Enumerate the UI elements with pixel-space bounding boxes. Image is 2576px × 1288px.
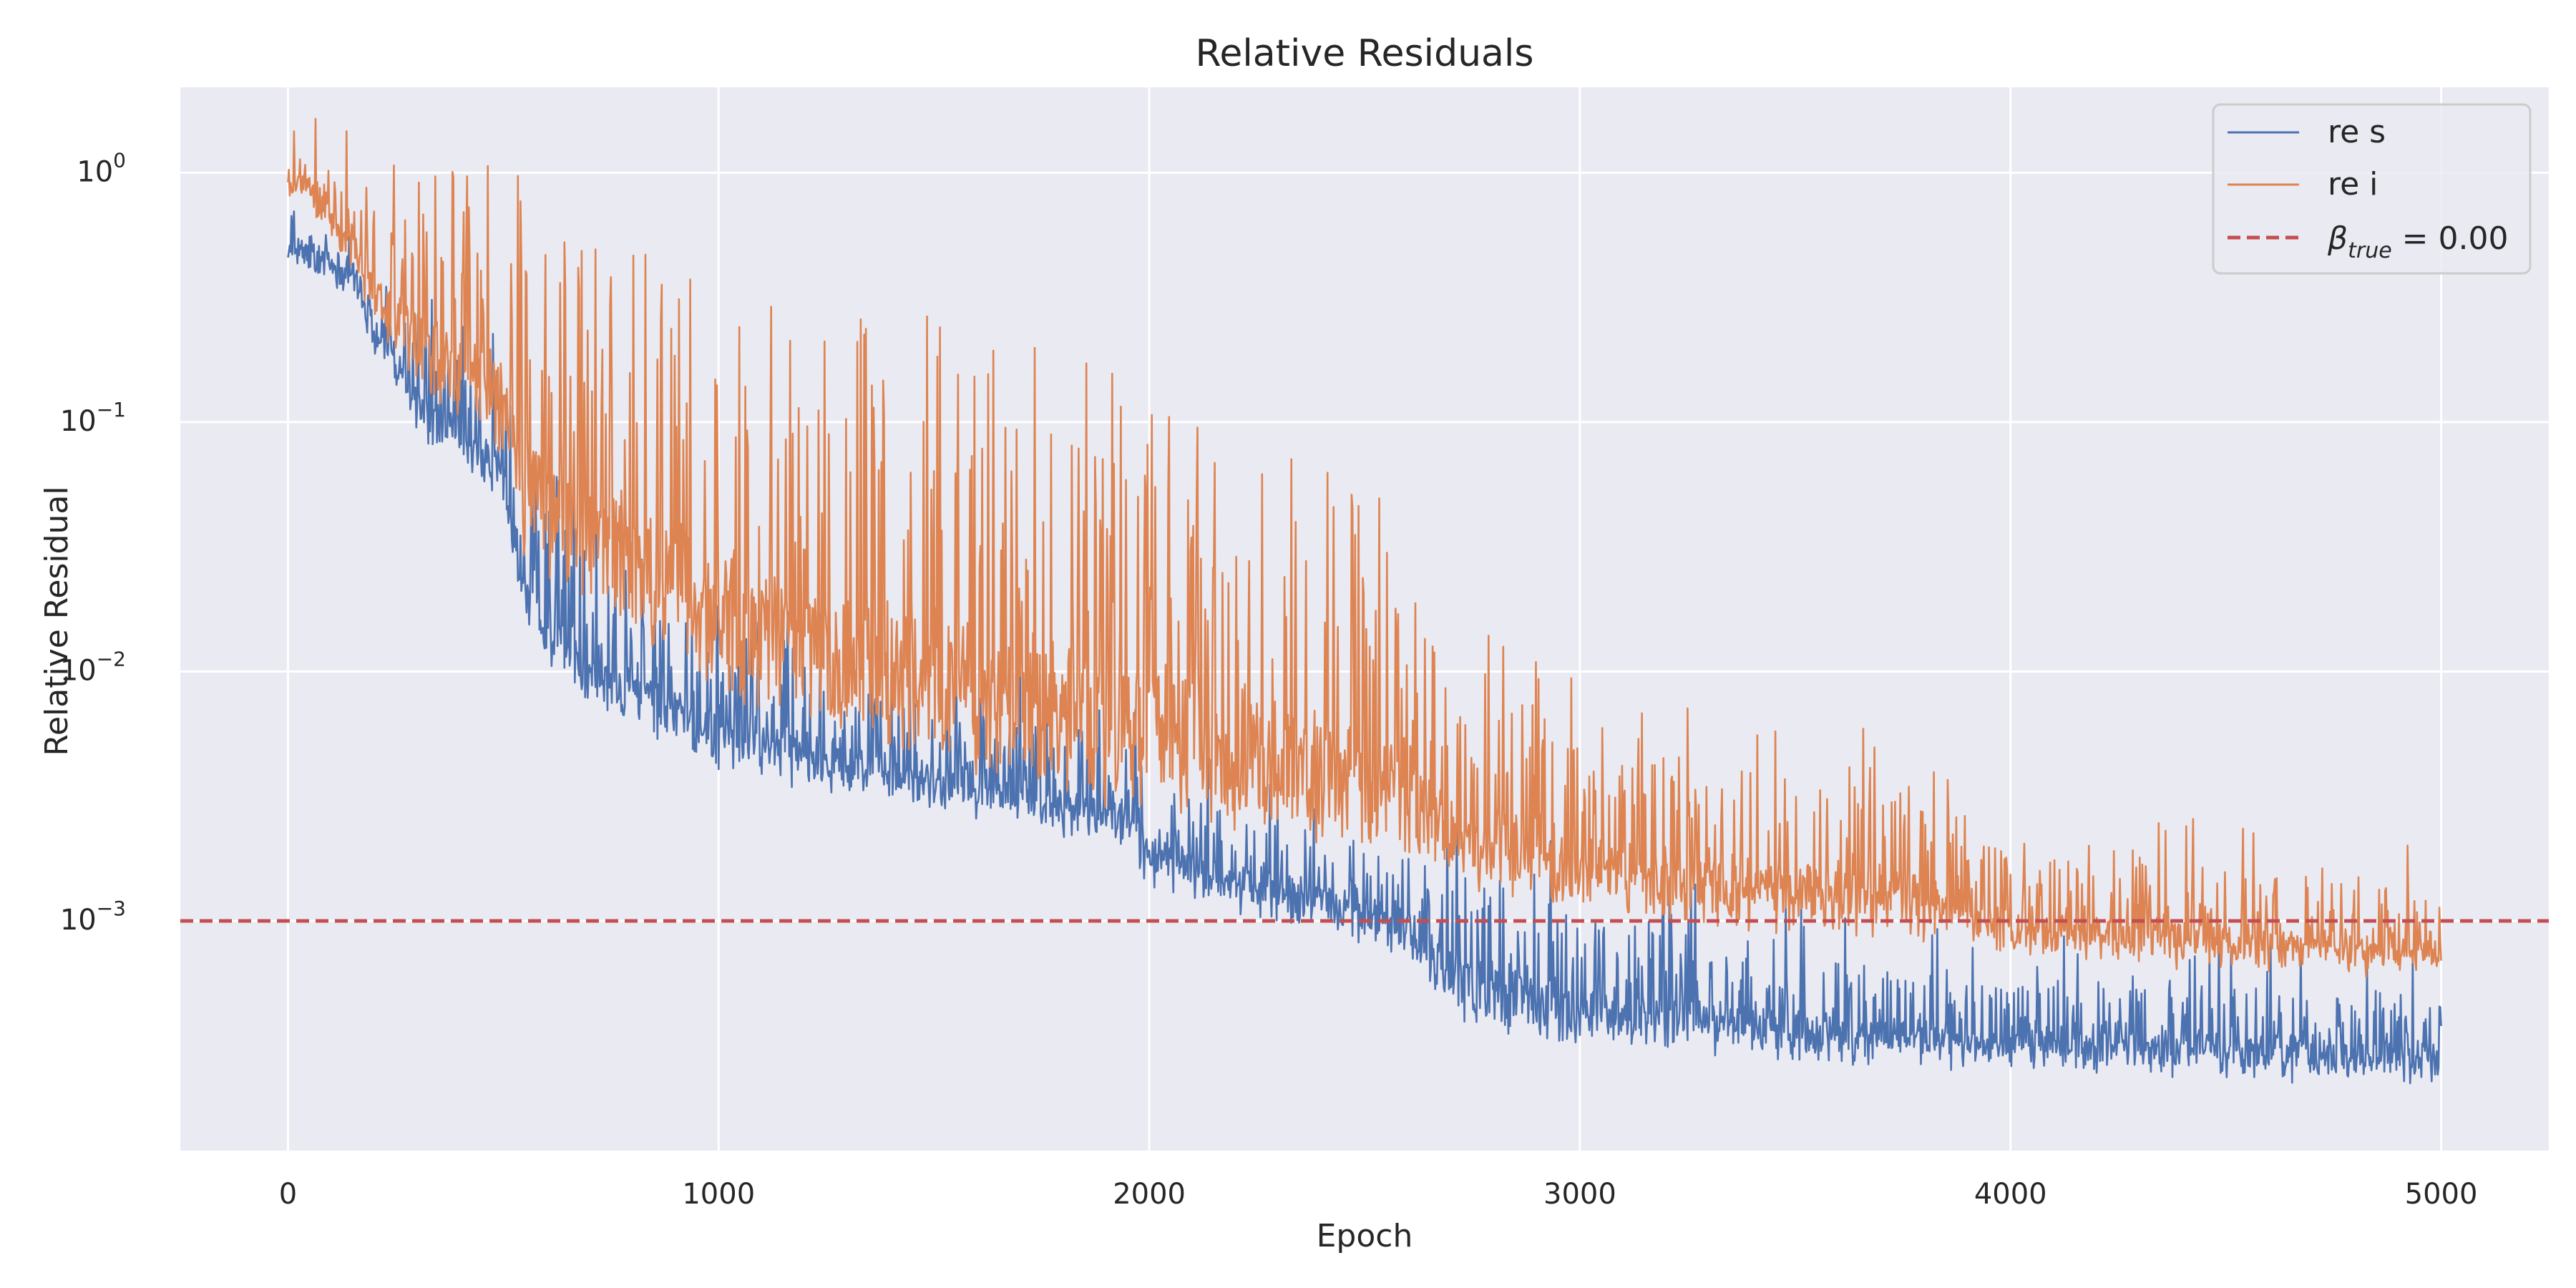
tick-labels: 0 1000 2000 3000 4000 5000 100 10−1 10−2 10−3 bbox=[60, 148, 2478, 1211]
y-tick-label: 10−3 bbox=[60, 897, 126, 937]
x-axis-title: Epoch bbox=[1317, 1218, 1413, 1254]
legend-box bbox=[2212, 103, 2532, 275]
y-tick-label: 10−2 bbox=[60, 647, 126, 687]
series-layer bbox=[287, 117, 2442, 1085]
x-tick-label: 1000 bbox=[682, 1178, 755, 1211]
series-line-re-i bbox=[287, 117, 2442, 978]
x-tick-label: 4000 bbox=[1974, 1178, 2047, 1211]
legend-label-re-s: re s bbox=[2328, 114, 2386, 150]
legend-beta-subscript: true bbox=[2348, 238, 2392, 263]
legend-beta-symbol: β bbox=[2327, 220, 2348, 257]
series-line-re-s bbox=[287, 210, 2442, 1085]
chart-title: Relative Residuals bbox=[1196, 32, 1534, 75]
legend: re s re i βtrue = 0.00 bbox=[2212, 103, 2532, 275]
x-tick-label: 5000 bbox=[2405, 1178, 2478, 1211]
y-tick-label: 100 bbox=[77, 148, 126, 188]
legend-label-re-i: re i bbox=[2328, 166, 2378, 203]
y-axis-title: Relative Residual bbox=[39, 486, 75, 756]
y-tick-label: 10−1 bbox=[60, 398, 126, 438]
legend-beta-value: = 0.00 bbox=[2392, 220, 2509, 257]
x-tick-label: 0 bbox=[279, 1178, 297, 1211]
x-tick-label: 3000 bbox=[1543, 1178, 1616, 1211]
x-tick-label: 2000 bbox=[1113, 1178, 1186, 1211]
legend-label-beta-true: βtrue = 0.00 bbox=[2327, 220, 2508, 263]
